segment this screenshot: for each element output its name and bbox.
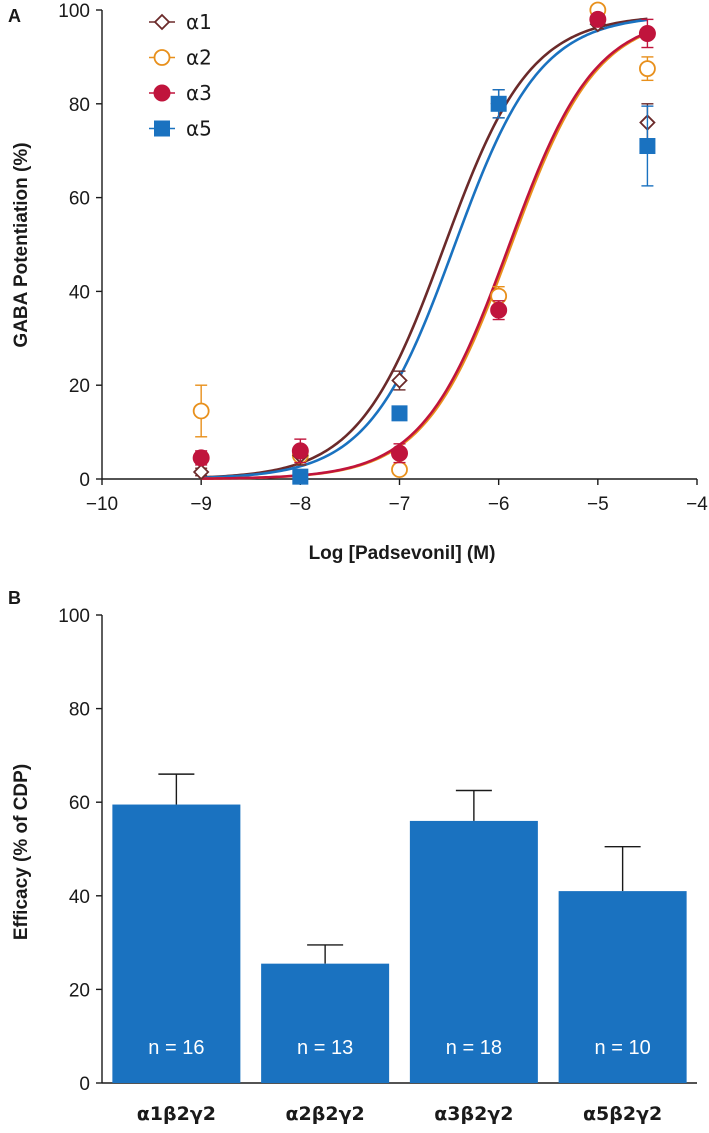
legend-label: α3 [186,81,212,105]
bar-n-label: n = 13 [297,1037,353,1059]
y-tick-label-b: 20 [69,980,90,1001]
data-point [292,468,309,485]
panel-a-axes: 0 20 40 60 80 100 −10 −9 −8 −7 −6 −5 −4 [58,1,708,515]
fit-curve [201,31,648,480]
data-point [192,463,210,481]
legend-marker [153,84,171,102]
x-tick-label: −4 [686,494,708,515]
panel-a-legend: α1 α2 α3 α5 [149,10,212,141]
data-point [391,372,408,389]
panel-a-data-points [192,1,656,485]
y-tick-label: 80 [69,95,90,116]
panel-b-label: B [8,588,21,608]
panel-b-axes: 0 20 40 60 80 100 [58,606,697,1095]
data-point [192,449,210,467]
x-tick-label: −5 [587,494,609,515]
y-tick-label: 100 [58,1,90,22]
y-tick-label: 0 [79,470,90,491]
legend-marker [153,49,171,66]
bar [558,891,687,1083]
data-point [490,301,508,319]
bar-n-label: n = 10 [595,1037,651,1059]
fit-curve [201,32,648,480]
y-tick-label: 60 [69,189,90,210]
data-point [291,442,309,460]
data-point [391,444,408,462]
data-point [391,461,408,479]
data-point [589,10,607,28]
y-tick-label-b: 100 [58,606,90,627]
y-axis-label: GABA Potentiation (%) [11,142,32,347]
y-tick-label-b: 80 [69,700,90,721]
x-tick-label: −10 [86,494,118,515]
data-point [391,405,408,422]
bar-n-label: n = 18 [446,1037,502,1059]
data-point [638,24,656,42]
x-tick-label: −7 [389,494,411,515]
category-label: α5β2γ2 [583,1103,662,1125]
category-label: α1β2γ2 [137,1103,216,1125]
panel-b-bars: n = 16 α1β2γ2 n = 13 α2β2γ2 n = 18 α3β2γ2 n = … [112,773,687,1125]
data-point [192,402,210,420]
legend-label: α5 [186,117,212,141]
y-tick-label: 40 [69,282,90,303]
y-tick-label: 20 [69,376,90,397]
legend-marker [153,13,171,31]
data-point [639,138,656,155]
bar [409,820,538,1083]
fit-curve [201,18,648,479]
bar [112,804,241,1083]
fit-curve [201,17,648,479]
data-point [490,95,507,112]
x-axis-label: Log [Padsevonil] (M) [309,543,496,564]
legend-label: α1 [186,10,212,34]
panel-a-label: A [8,6,21,26]
x-tick-label: −9 [190,494,212,515]
bar [261,963,390,1083]
legend-marker [154,120,170,137]
y-tick-label-b: 40 [69,887,90,908]
y-axis-label-b: Efficacy (% of CDP) [11,764,32,940]
data-point [639,60,656,78]
y-tick-label-b: 60 [69,793,90,814]
bar-n-label: n = 16 [148,1037,204,1059]
category-label: α2β2γ2 [285,1103,364,1125]
panel-a: A 0 20 40 60 80 100 −10 −9 −8 −7 −6 −5 −4 α1 α2 α3 α5 L… [8,1,708,564]
y-tick-label-b: 0 [79,1074,90,1095]
legend-label: α2 [186,46,212,70]
panel-a-fit-curves [201,17,648,480]
category-label: α3β2γ2 [434,1103,513,1125]
x-tick-label: −8 [289,494,311,515]
x-tick-label: −6 [488,494,510,515]
